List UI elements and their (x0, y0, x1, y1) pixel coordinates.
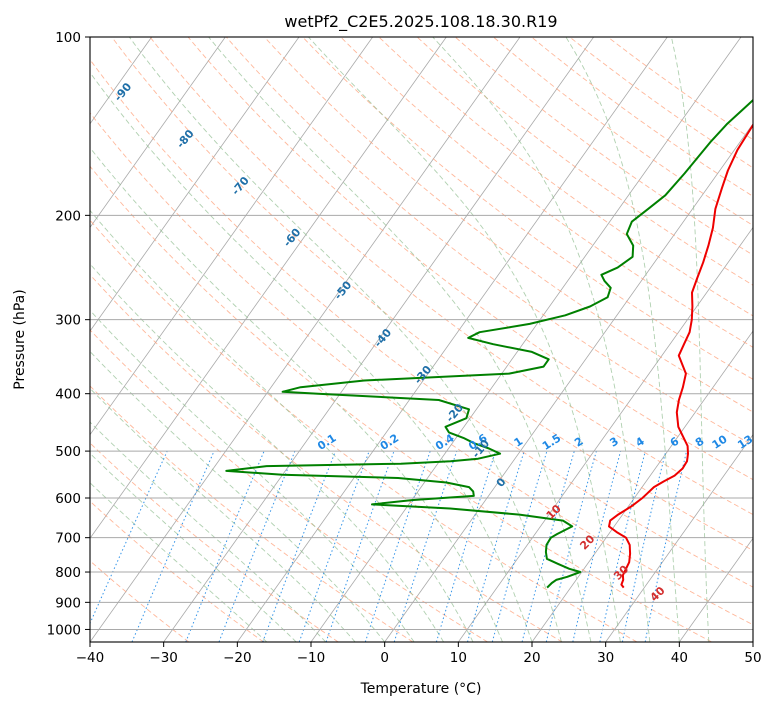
y-axis-ticks: 100 200 300 400 500 600 700 800 900 1000 (47, 30, 90, 638)
moist-adiabat (90, 209, 474, 642)
mixing-ratio-line (325, 450, 395, 642)
x-tick-label: 30 (597, 650, 614, 666)
dry-adiabat (90, 165, 712, 642)
x-tick-label: 50 (744, 650, 761, 666)
mixing-ratio-line (435, 450, 497, 642)
x-tick-label: 0 (380, 650, 389, 666)
dry-adiabat (187, 37, 753, 481)
moist-adiabat (208, 37, 592, 642)
y-tick-label: 800 (55, 565, 81, 581)
isotherm (163, 37, 594, 642)
mixing-ratio-label: 13 (735, 433, 755, 452)
chart-title: wetPf2_C2E5.2025.108.18.30.R19 (284, 12, 557, 32)
mixing-ratio-line (364, 450, 431, 642)
y-tick-label: 100 (55, 30, 81, 46)
x-tick-label: 40 (671, 650, 688, 666)
mixing-ratio-line (90, 450, 168, 625)
plot-background (90, 37, 753, 642)
y-tick-label: 300 (55, 313, 81, 329)
moist-adiabat (90, 350, 386, 642)
isotherm (679, 537, 753, 642)
moist-adiabat (90, 309, 415, 642)
y-tick-label: 1000 (47, 622, 81, 638)
mixing-ratio-line (131, 450, 215, 642)
dry-adiabat (493, 37, 753, 226)
dry-adiabat-label: -100 (22, 44, 50, 74)
isotherm (237, 37, 668, 642)
x-axis-title: Temperature (°C) (360, 681, 482, 697)
isotherm (752, 641, 753, 642)
dry-adiabat (90, 442, 339, 642)
dry-adiabat (340, 37, 753, 348)
moist-adiabat (90, 387, 356, 642)
background-lines (0, 37, 753, 642)
y-tick-label: 700 (55, 531, 81, 547)
dry-adiabat (90, 500, 264, 642)
y-tick-label: 400 (55, 387, 81, 403)
moist-adiabat (128, 37, 562, 642)
isotherm (90, 37, 300, 332)
isotherm (0, 37, 4, 642)
mixing-ratio-line (393, 450, 458, 642)
mixing-ratio-line (621, 450, 667, 642)
moist-adiabat (565, 37, 680, 642)
moist-adiabat (90, 147, 503, 642)
moist-adiabat (90, 71, 533, 642)
dry-adiabat (90, 58, 753, 588)
mixing-ratio-line (545, 450, 597, 642)
isotherm (90, 37, 521, 642)
moist-adiabat (670, 37, 710, 642)
isotherm (90, 37, 447, 540)
x-tick-label: −30 (149, 650, 178, 666)
profiles (225, 98, 753, 589)
x-tick-label: 20 (523, 650, 540, 666)
y-axis-title: Pressure (hPa) (12, 289, 28, 389)
x-tick-label: −40 (76, 650, 105, 666)
isotherm (531, 330, 753, 642)
dry-adiabat (90, 219, 638, 642)
y-tick-label: 600 (55, 491, 81, 507)
dry-adiabat (264, 37, 753, 413)
dry-adiabat (302, 37, 753, 380)
dry-adiabat (90, 112, 753, 626)
moist-adiabat (90, 421, 327, 642)
plot-frame (89, 36, 754, 643)
x-tick-label: 10 (450, 650, 467, 666)
x-axis-ticks: −40 −30 −20 −10 0 10 20 30 40 50 (76, 642, 762, 666)
mixing-ratio-label: 16 (757, 432, 775, 451)
x-tick-label: −20 (223, 650, 252, 666)
dry-adiabat (569, 37, 753, 169)
dry-adiabat (607, 37, 753, 141)
mixing-ratio-line (491, 450, 548, 642)
temperature-profile (608, 123, 753, 589)
dry-adiabat (90, 385, 414, 642)
y-tick-label: 200 (55, 208, 81, 224)
moist-adiabat (432, 37, 651, 642)
moist-adiabat (308, 37, 621, 642)
mixing-ratio-line (521, 450, 575, 642)
mixing-ratio-line (644, 450, 688, 642)
mixing-ratio-line (572, 450, 622, 642)
dewpoint-profile (225, 98, 753, 589)
y-tick-label: 900 (55, 595, 81, 611)
isotherm (605, 434, 753, 642)
dry-adiabat (416, 37, 753, 286)
y-tick-label: 500 (55, 444, 81, 460)
x-tick-label: −10 (297, 650, 326, 666)
isotherm (90, 37, 226, 229)
mixing-ratio-line (467, 450, 525, 642)
isotherm (384, 123, 753, 642)
mixing-ratio-line (298, 450, 370, 642)
moist-adiabat (90, 263, 444, 642)
isotherm (90, 37, 373, 436)
isotherm (458, 226, 753, 642)
mixing-ratio-line (599, 450, 646, 642)
